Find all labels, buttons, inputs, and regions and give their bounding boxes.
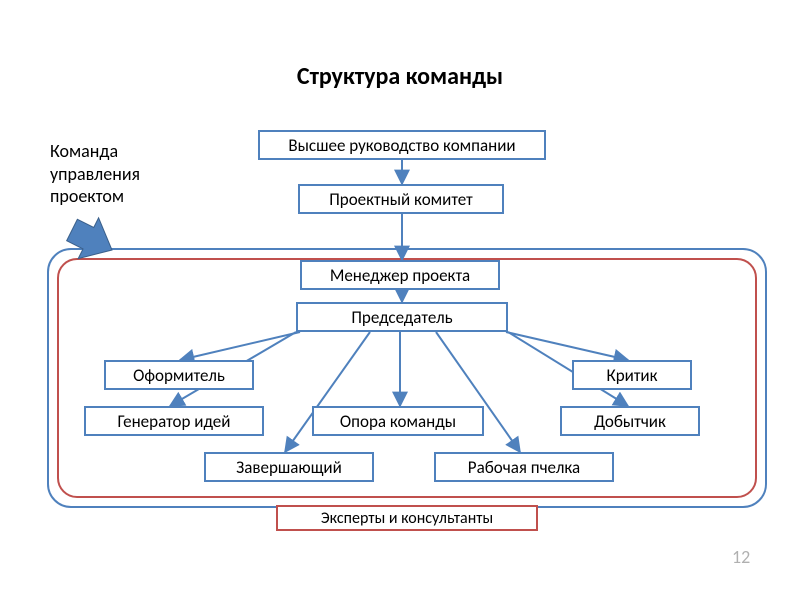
node-worker: Рабочая пчелка	[434, 452, 614, 482]
node-designer: Оформитель	[104, 360, 254, 390]
node-ideagen: Генератор идей	[84, 406, 264, 436]
node-critic: Критик	[572, 360, 692, 390]
node-committee: Проектный комитет	[298, 184, 504, 214]
node-chair: Председатель	[296, 302, 508, 332]
page-title: Структура команды	[0, 62, 800, 91]
page-number: 12	[732, 546, 750, 568]
node-manager: Менеджер проекта	[300, 260, 500, 290]
node-finisher: Завершающий	[204, 452, 374, 482]
node-resource: Добытчик	[560, 406, 700, 436]
node-experts: Эксперты и консультанты	[276, 505, 538, 531]
side-label: Команда управления проектом	[50, 140, 140, 208]
node-support: Опора команды	[312, 406, 484, 436]
node-top_mgmt: Высшее руководство компании	[258, 130, 546, 160]
